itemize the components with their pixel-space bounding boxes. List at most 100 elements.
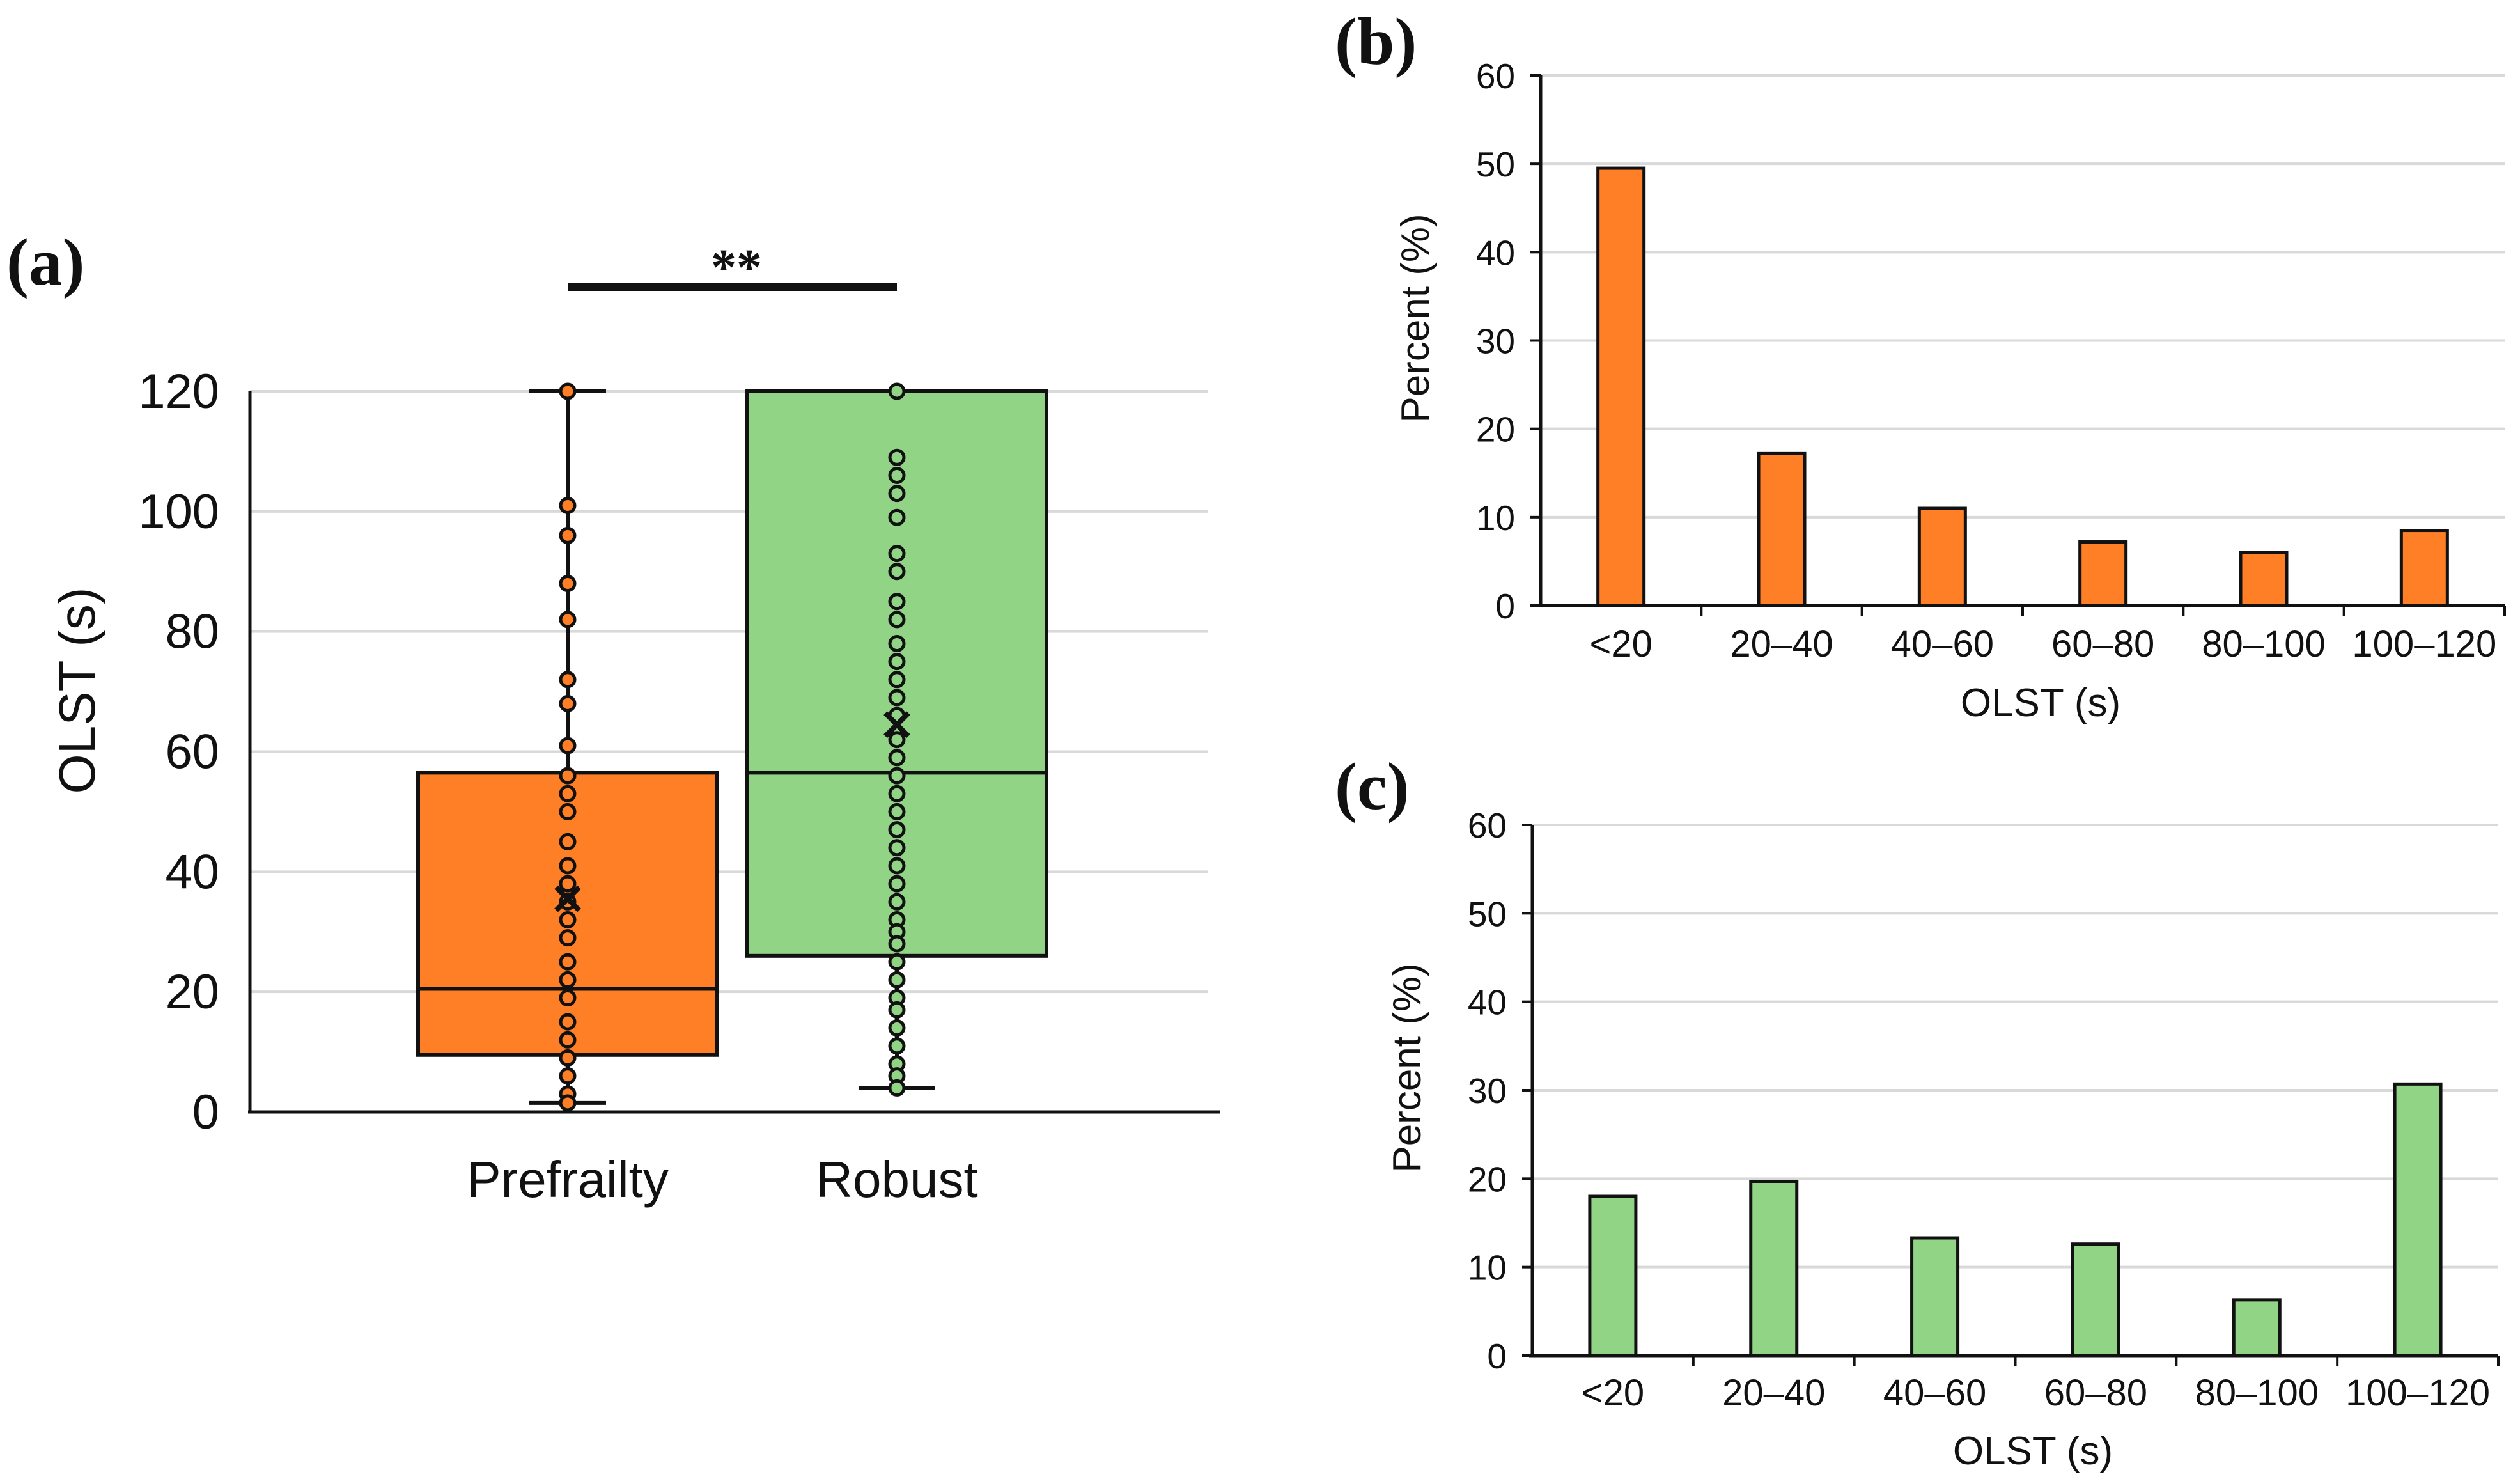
- data-point: [559, 785, 577, 802]
- data-point: [888, 508, 906, 526]
- data-point: [888, 466, 906, 484]
- data-point: [888, 545, 906, 563]
- panel-b-x-axis-label: OLST (s): [1961, 681, 2120, 725]
- panel-a-y-tick-label: 120: [138, 364, 219, 419]
- bar: [2071, 1242, 2120, 1358]
- panel-a-y-tick-label: 0: [192, 1085, 219, 1139]
- data-point: [559, 833, 577, 850]
- data-point: [888, 563, 906, 581]
- data-point: [559, 1094, 577, 1112]
- panel-c-y-tick-label: 0: [1487, 1336, 1507, 1376]
- data-point: [559, 526, 577, 544]
- data-point: [888, 839, 906, 857]
- data-point: [888, 485, 906, 503]
- data-point: [559, 911, 577, 928]
- data-point: [888, 634, 906, 652]
- panel-a-y-tick-label: 100: [138, 485, 219, 539]
- data-point: [888, 671, 906, 689]
- data-point: [888, 593, 906, 611]
- data-point: [888, 821, 906, 839]
- data-point: [559, 989, 577, 1007]
- bar: [2232, 1298, 2282, 1358]
- bar: [1596, 166, 1646, 607]
- panel-c-gridlines: [1532, 824, 2498, 1269]
- category-label: 40–60: [1883, 1372, 1986, 1414]
- panel-b-y-tick-label: 10: [1476, 498, 1515, 538]
- data-point: [559, 802, 577, 820]
- data-point: [888, 448, 906, 466]
- bar: [2399, 529, 2449, 607]
- panel-a-y-tick-label: 20: [165, 965, 219, 1019]
- category-label: 80–100: [2195, 1372, 2319, 1414]
- panel-c-y-tick-label: 50: [1468, 894, 1507, 934]
- category-label-prefrailty: Prefrailty: [467, 1151, 669, 1208]
- panel-a-label: (a): [6, 224, 84, 299]
- data-point: [888, 857, 906, 875]
- data-point: [559, 737, 577, 755]
- data-point: [888, 1001, 906, 1019]
- panel-b-category-labels: <20 20–40 40–60 60–80 80–100 100–120: [1589, 623, 2496, 665]
- panel-a-y-tick-label: 60: [165, 725, 219, 779]
- data-point: [888, 653, 906, 671]
- panel-b-bars: [1596, 166, 2449, 607]
- panel-a-y-tick-label: 80: [165, 605, 219, 659]
- data-point: [559, 671, 577, 689]
- panel-a-y-ticks: 0 20 40 60 80 100 120: [138, 364, 219, 1139]
- panel-b-label: (b): [1335, 4, 1417, 79]
- panel-a-boxes: [416, 382, 1048, 1112]
- category-label: 60–80: [2044, 1372, 2147, 1414]
- bar: [1910, 1236, 1960, 1358]
- data-point: [888, 893, 906, 911]
- category-label: 40–60: [1891, 623, 1994, 665]
- bar: [2078, 540, 2128, 607]
- panel-c-y-ticks: 0 10 20 30 40 50 60: [1468, 806, 1532, 1376]
- panel-a-gridlines: [250, 390, 1208, 994]
- data-point: [559, 1049, 577, 1067]
- panel-c-histogram: (c) 0 10 20 30 40 50 60 <20 20–40 40–60 60–80 80–1…: [1335, 749, 2500, 1473]
- panel-b-y-ticks: 0 10 20 30 40 50 60: [1476, 56, 1541, 626]
- panel-a-y-tick-label: 40: [165, 845, 219, 899]
- data-point: [888, 802, 906, 820]
- data-point: [888, 935, 906, 953]
- bar: [2393, 1082, 2443, 1358]
- data-point: [559, 694, 577, 712]
- data-point: [888, 1037, 906, 1055]
- data-point: [888, 767, 906, 785]
- panel-c-category-labels: <20 20–40 40–60 60–80 80–100 100–120: [1582, 1372, 2490, 1414]
- data-point: [559, 1031, 577, 1049]
- data-point: [888, 731, 906, 749]
- category-label: 100–120: [2345, 1372, 2490, 1414]
- data-point: [559, 971, 577, 989]
- panel-b-y-tick-label: 40: [1476, 233, 1515, 272]
- bar: [2239, 551, 2289, 607]
- data-point: [559, 953, 577, 971]
- panel-c-y-axis-label: Percent (%): [1385, 963, 1429, 1172]
- panel-b-y-axis-label: Percent (%): [1394, 214, 1438, 423]
- data-point: [888, 971, 906, 989]
- mean-marker: [554, 885, 581, 912]
- data-point: [559, 1013, 577, 1031]
- bar: [1917, 506, 1967, 607]
- bar: [1757, 451, 1807, 607]
- category-label: <20: [1582, 1372, 1644, 1414]
- data-point: [888, 1079, 906, 1097]
- data-point: [559, 1067, 577, 1085]
- panel-c-x-axis-label: OLST (s): [1953, 1429, 2113, 1473]
- category-label: 60–80: [2051, 623, 2154, 665]
- data-point: [888, 875, 906, 893]
- category-label: 100–120: [2352, 623, 2496, 665]
- data-point: [888, 785, 906, 802]
- bar: [1749, 1179, 1799, 1358]
- data-point: [559, 382, 577, 400]
- data-point: [559, 575, 577, 593]
- data-point: [559, 767, 577, 785]
- category-label: <20: [1589, 623, 1652, 665]
- panel-c-y-tick-label: 60: [1468, 806, 1507, 845]
- data-point: [559, 875, 577, 893]
- panel-b-y-tick-label: 20: [1476, 410, 1515, 450]
- data-point: [888, 611, 906, 629]
- data-point: [559, 496, 577, 514]
- panel-b-x-ticks: [1700, 606, 2506, 616]
- data-point: [888, 953, 906, 971]
